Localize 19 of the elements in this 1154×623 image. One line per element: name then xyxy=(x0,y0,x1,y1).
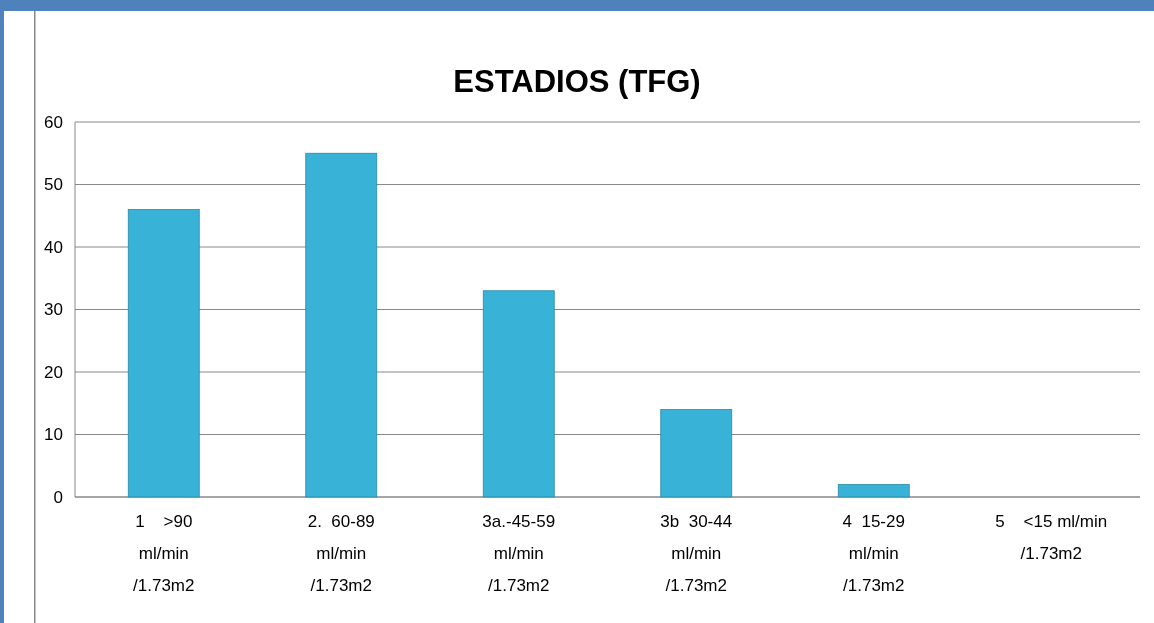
y-tick-label: 50 xyxy=(44,175,63,195)
y-tick-label: 20 xyxy=(44,362,63,382)
chart-title: ESTADIOS (TFG) xyxy=(453,64,701,99)
bar xyxy=(482,290,555,498)
x-tick-label: 4 15-29 ml/min /1.73m2 xyxy=(842,512,905,595)
x-tick-label: 2. 60-89 ml/min /1.73m2 xyxy=(307,512,375,595)
y-tick-label: 0 xyxy=(53,487,63,507)
x-tick-label: 1 >90 ml/min /1.73m2 xyxy=(133,512,195,595)
x-tick-label: 5 <15 ml/min /1.73m2 xyxy=(995,512,1108,563)
bar xyxy=(837,484,910,498)
bar xyxy=(660,409,733,498)
x-tick-label: 3a.-45-59 ml/min /1.73m2 xyxy=(482,512,556,595)
y-tick-label: 40 xyxy=(44,237,63,257)
bar xyxy=(127,209,200,498)
y-tick-label: 60 xyxy=(44,112,63,132)
y-tick-label: 10 xyxy=(44,425,63,445)
bar xyxy=(305,152,378,498)
x-tick-label: 3b 30-44 ml/min /1.73m2 xyxy=(660,512,733,595)
y-tick-label: 30 xyxy=(44,300,63,320)
